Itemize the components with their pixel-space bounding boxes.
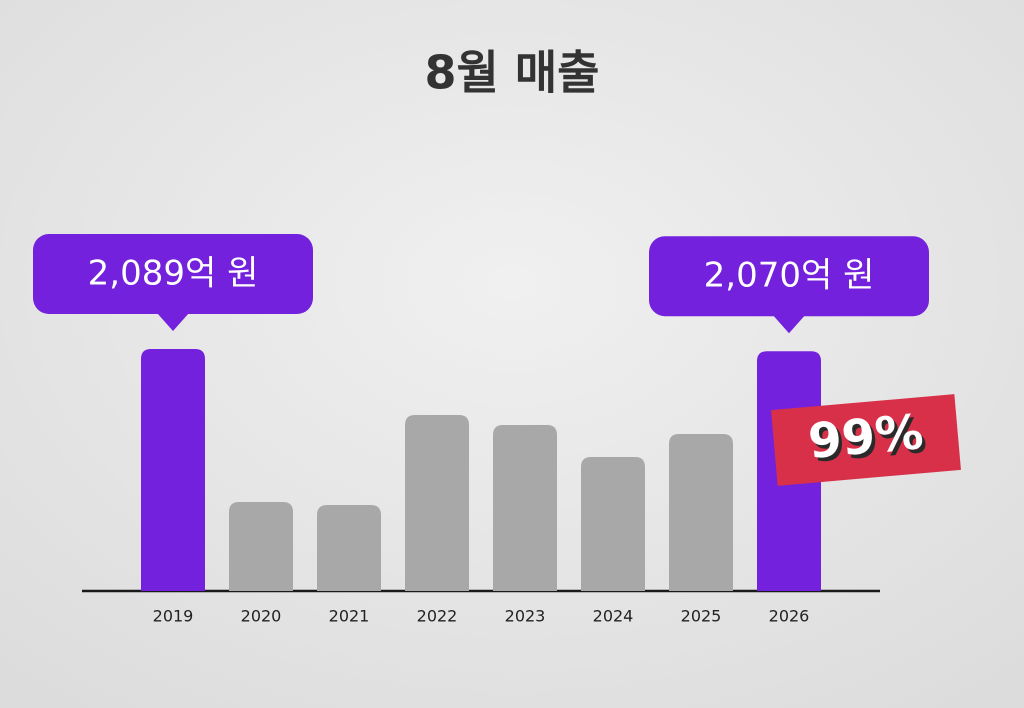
x-tick-label: 2019 (153, 607, 194, 626)
badge-box (771, 394, 961, 486)
bar (229, 502, 293, 591)
callout-box (33, 234, 313, 314)
callout-pointer (157, 313, 189, 331)
x-tick-label: 2020 (241, 607, 282, 626)
x-tick-label: 2021 (329, 607, 370, 626)
bar (669, 434, 733, 591)
bar (141, 349, 205, 591)
x-tick-label: 2023 (505, 607, 546, 626)
x-tick-label: 2025 (681, 607, 722, 626)
bar (581, 456, 645, 591)
bar (493, 424, 557, 591)
callout-pointer (773, 315, 805, 334)
badge: 99%99% (771, 394, 961, 486)
badge-shadow: 99% (809, 408, 928, 474)
x-tick-label: 2024 (593, 607, 634, 626)
chart-title: 8월 매출 (425, 46, 600, 100)
callout-box (649, 236, 929, 317)
x-tick-label: 2026 (769, 607, 810, 626)
bar (317, 505, 381, 591)
data-label: 2,070억 원 (704, 256, 875, 296)
annotation: 99% (806, 404, 925, 470)
bar (405, 415, 469, 591)
data-label: 2,089억 원 (88, 254, 259, 294)
x-tick-label: 2022 (417, 607, 458, 626)
